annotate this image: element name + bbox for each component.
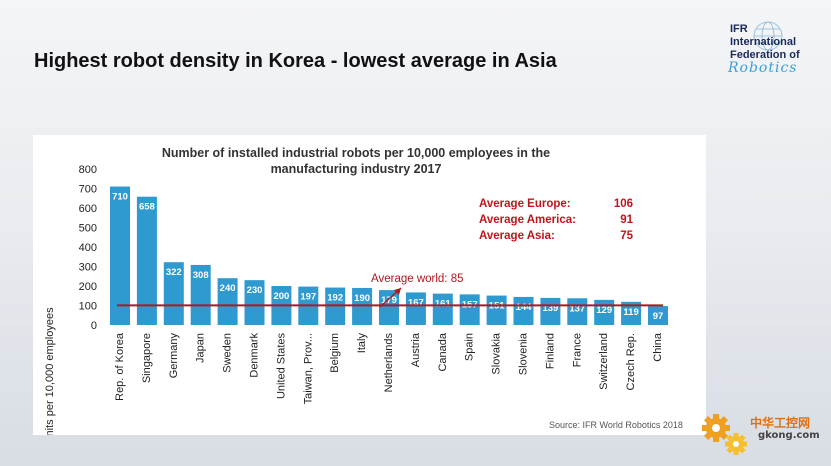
bar-value-label: 240 xyxy=(220,283,236,294)
bar xyxy=(352,287,373,325)
category-label: Denmark xyxy=(249,333,261,378)
bar xyxy=(513,296,534,325)
bar-value-label: 139 xyxy=(542,303,558,314)
average-value: 91 xyxy=(620,214,633,226)
y-tick-label: 100 xyxy=(79,301,97,313)
category-label: Belgium xyxy=(329,333,341,373)
bar-chart: Number of installed industrial robots pe… xyxy=(44,146,668,443)
y-tick-label: 600 xyxy=(79,203,97,215)
bar-value-label: 144 xyxy=(516,302,533,313)
bar xyxy=(190,264,211,325)
category-label: Singapore xyxy=(141,333,153,383)
average-label: Average Asia: xyxy=(479,230,555,242)
category-label: Germany xyxy=(168,333,180,379)
gkong-watermark: 中华工控网 gkong.com xyxy=(700,406,828,462)
chart-title-line-2: manufacturing industry 2017 xyxy=(271,162,442,176)
category-label: Rep. of Korea xyxy=(114,332,126,401)
average-world-label: Average world: 85 xyxy=(371,273,463,285)
bar-value-label: 97 xyxy=(653,311,664,322)
category-label: United States xyxy=(275,333,287,400)
bar xyxy=(459,294,480,325)
chart-panel: Number of installed industrial robots pe… xyxy=(33,135,706,443)
ifr-logo: IFR International Federation of Robotics xyxy=(724,20,824,84)
category-label: Spain xyxy=(464,333,476,361)
category-label: China xyxy=(652,332,664,362)
bar xyxy=(621,301,642,325)
source-note: Source: IFR World Robotics 2018 xyxy=(549,420,683,430)
bar-value-label: 161 xyxy=(435,299,452,310)
averages-box: Average Europe: 106 Average America: 91 Aver… xyxy=(479,198,634,242)
gear-icon xyxy=(702,414,747,455)
category-label: Slovenia xyxy=(518,332,530,375)
bar-value-label: 137 xyxy=(569,303,585,314)
callout-arrowhead xyxy=(394,288,401,295)
bar-value-label: 192 xyxy=(327,293,343,304)
y-tick-label: 200 xyxy=(79,281,97,293)
bar xyxy=(136,196,157,325)
y-tick-label: 300 xyxy=(79,262,97,274)
category-label: Austria xyxy=(410,332,422,367)
category-label: Taiwan, Prov... xyxy=(302,333,314,404)
average-label: Average America: xyxy=(479,214,576,226)
watermark-url: gkong.com xyxy=(758,430,820,441)
bar xyxy=(110,186,130,325)
logo-script: Robotics xyxy=(728,60,798,76)
bar xyxy=(244,280,265,325)
chart-title-line-1: Number of installed industrial robots pe… xyxy=(162,146,550,160)
average-label: Average Europe: xyxy=(479,198,571,210)
category-label: Slovakia xyxy=(491,332,503,374)
y-axis: 0 100 200 300 400 500 600 700 800 xyxy=(79,164,97,332)
logo-line-2: International xyxy=(730,36,797,48)
bar xyxy=(648,306,668,325)
average-value: 75 xyxy=(620,230,633,242)
y-tick-label: 700 xyxy=(79,184,97,196)
watermark-cn: 中华工控网 xyxy=(750,416,811,430)
bar-value-label: 129 xyxy=(596,305,612,316)
slide-title: Highest robot density in Korea - lowest … xyxy=(34,50,557,72)
bar xyxy=(379,290,399,325)
bar-value-label: 190 xyxy=(354,293,370,304)
bar-value-label: 119 xyxy=(623,307,638,318)
bar-value-label: 658 xyxy=(139,202,155,213)
bars: 710 658 322 308 240 230 200 197 192 190 179 167 161 1… xyxy=(110,186,668,325)
y-tick-label: 400 xyxy=(79,242,97,254)
category-label: France xyxy=(571,333,583,367)
y-tick-label: 500 xyxy=(79,223,97,235)
average-value: 106 xyxy=(614,198,633,210)
bar-value-label: 179 xyxy=(381,295,397,306)
y-tick-label: 0 xyxy=(91,320,97,332)
category-label: Sweden xyxy=(222,333,234,373)
bar xyxy=(432,293,453,325)
category-label: Canada xyxy=(437,332,449,371)
category-label: Japan xyxy=(195,333,207,363)
category-label: Netherlands xyxy=(383,333,395,393)
category-label: Czech Rep. xyxy=(625,333,637,390)
bar-value-label: 322 xyxy=(166,267,182,278)
globe-icon xyxy=(753,21,783,51)
category-label: Finland xyxy=(544,333,556,369)
reference-line-group: Average world: 85 xyxy=(117,273,663,308)
logo-line-1: IFR xyxy=(730,23,748,35)
bar-value-label: 197 xyxy=(300,292,316,303)
logo-line-3: Federation of xyxy=(730,49,800,61)
bar xyxy=(217,278,238,325)
bar-value-label: 710 xyxy=(112,192,128,203)
y-axis-label: units per 10,000 employees xyxy=(44,307,56,435)
y-tick-label: 800 xyxy=(79,164,97,176)
bar-value-label: 230 xyxy=(247,285,263,296)
bar xyxy=(486,295,507,325)
bar xyxy=(405,292,426,325)
bar-value-label: 308 xyxy=(193,270,209,281)
bar-value-label: 167 xyxy=(408,297,424,308)
bar-value-label: 200 xyxy=(273,291,289,302)
x-axis-labels: Rep. of Korea Singapore Germany Japan Sweden… xyxy=(114,332,664,404)
category-label: Switzerland xyxy=(598,333,610,390)
bar xyxy=(163,262,184,325)
category-label: Italy xyxy=(356,333,368,354)
